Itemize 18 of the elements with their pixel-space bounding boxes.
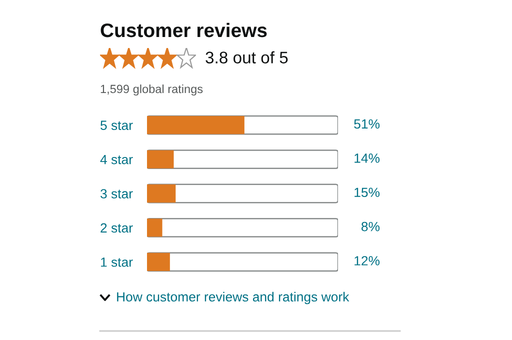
text: How customer reviews and ratings work (117, 292, 350, 304)
chart-title: Customer reviews (100, 22, 267, 38)
chart-subtitle: 3.8 out of 5 (206, 51, 288, 64)
bar (147, 150, 174, 168)
data-label: 51% (354, 119, 380, 129)
text: 1,599 global ratings (100, 84, 203, 96)
y-tick-label: 1 star (101, 258, 133, 267)
data-label: 14% (354, 154, 380, 163)
y-tick-label: 3 star (100, 189, 133, 198)
y-tick-label: 5 star (100, 120, 133, 130)
y-tick-label: 2 star (100, 223, 133, 233)
data-label: 15% (354, 188, 380, 198)
bar (147, 218, 162, 237)
y-tick-label: 4 star (100, 155, 133, 164)
bar (147, 252, 170, 271)
data-label: 8% (362, 222, 380, 232)
data-label: 12% (354, 256, 380, 266)
bar (147, 184, 176, 203)
